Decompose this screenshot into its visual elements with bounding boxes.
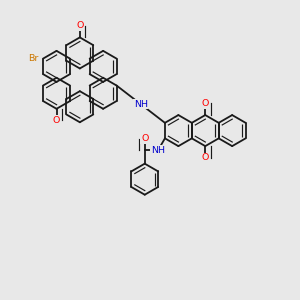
Text: NH: NH — [151, 146, 165, 155]
Text: Br: Br — [28, 54, 39, 63]
Text: O: O — [202, 99, 209, 108]
Text: O: O — [202, 153, 209, 162]
Text: O: O — [141, 134, 148, 143]
Text: O: O — [53, 116, 60, 125]
Text: O: O — [76, 21, 83, 30]
Text: NH: NH — [134, 100, 148, 109]
